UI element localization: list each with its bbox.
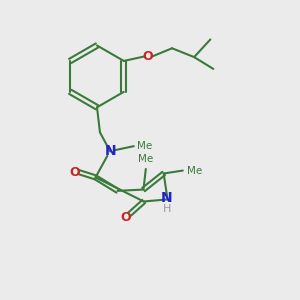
Text: O: O [69, 166, 80, 178]
Text: N: N [161, 191, 172, 205]
Text: N: N [104, 145, 116, 158]
Text: Me: Me [187, 166, 202, 176]
Text: H: H [164, 204, 172, 214]
Text: O: O [142, 50, 153, 63]
Text: Me: Me [137, 141, 152, 151]
Text: O: O [121, 211, 131, 224]
Text: Me: Me [138, 154, 153, 164]
